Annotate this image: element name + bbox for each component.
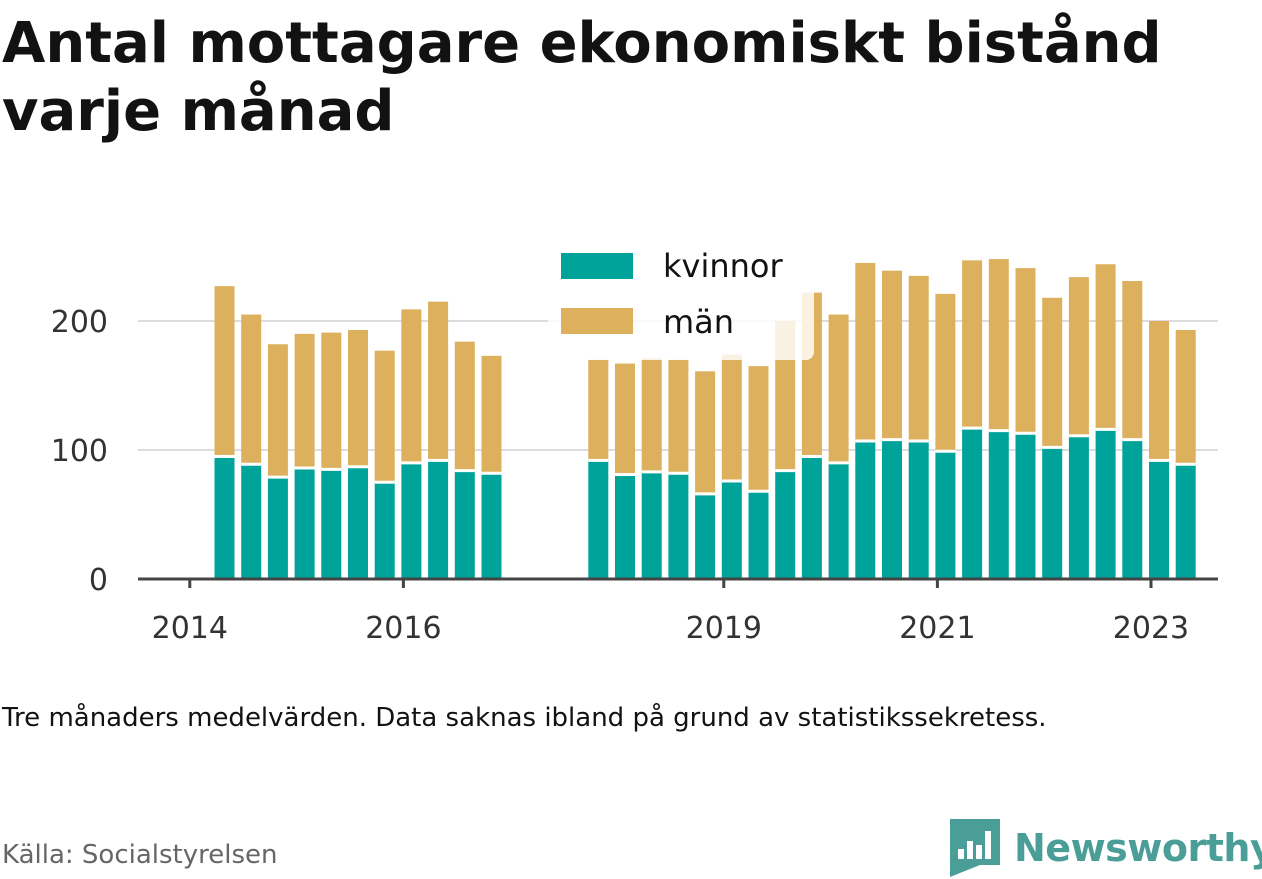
bar-man	[267, 344, 288, 478]
bar-man	[1042, 297, 1063, 448]
bar-kvinnor	[721, 480, 742, 579]
source-credit: Källa: Socialstyrelsen	[2, 840, 278, 870]
bar-kvinnor	[935, 451, 956, 579]
bar-man	[401, 309, 422, 463]
bar-man	[454, 341, 475, 471]
bar-kvinnor	[267, 477, 288, 579]
brand-logo: Newsworthy	[950, 818, 1262, 878]
bar-kvinnor	[962, 428, 983, 579]
bar-kvinnor	[615, 474, 635, 579]
bar-kvinnor	[1095, 429, 1116, 579]
bar-man	[588, 359, 609, 461]
bar-kvinnor	[348, 466, 368, 579]
bar-man	[641, 358, 662, 472]
bar-man	[668, 359, 689, 474]
legend-label-kvinnor: kvinnor	[663, 247, 784, 285]
x-tick-label: 2019	[686, 611, 762, 646]
bar-man	[1149, 321, 1169, 461]
bar-man	[908, 275, 929, 441]
y-tick-label: 200	[51, 305, 108, 340]
bar-man	[748, 366, 769, 492]
bar-kvinnor	[374, 482, 395, 579]
chart-note: Tre månaders medelvärden. Data saknas ib…	[2, 703, 1047, 733]
bar-man	[962, 260, 983, 429]
bar-kvinnor	[695, 493, 716, 579]
bar-man	[1175, 330, 1196, 465]
x-tick-label: 2021	[899, 611, 975, 646]
bars	[214, 259, 1196, 579]
x-tick-label: 2014	[152, 611, 228, 646]
bar-kvinnor	[214, 456, 235, 579]
bar-kvinnor	[668, 473, 689, 579]
bar-kvinnor	[908, 440, 929, 579]
bar-man	[321, 332, 342, 470]
x-axis: 2014 2016 2019 2021 2023	[138, 577, 1218, 646]
bar-kvinnor	[641, 471, 662, 579]
bar-kvinnor	[241, 464, 262, 579]
y-tick-label: 0	[89, 563, 108, 598]
bar-chart-logo-icon	[950, 819, 1000, 877]
bar-kvinnor	[801, 456, 822, 579]
bar-man	[882, 270, 902, 440]
bar-man	[294, 333, 315, 469]
x-tick-label: 2016	[365, 611, 441, 646]
bar-kvinnor	[481, 473, 502, 579]
bar-man	[1122, 281, 1143, 440]
bar-man	[214, 286, 235, 457]
bar-kvinnor	[588, 460, 609, 579]
legend-swatch-man	[561, 308, 633, 334]
legend: kvinnor män	[548, 238, 814, 360]
y-tick-label: 100	[51, 434, 108, 469]
bar-man	[1068, 277, 1089, 436]
bar-kvinnor	[775, 470, 796, 579]
bar-kvinnor	[748, 491, 769, 579]
bar-man	[721, 354, 742, 481]
bar-man	[855, 262, 876, 441]
bar-kvinnor	[828, 462, 849, 579]
bar-kvinnor	[1175, 464, 1196, 579]
stacked-bar-chart: 0 100 200 2014 2016 2019 2021 2023 kvinnor män	[50, 238, 1218, 646]
bar-kvinnor	[454, 470, 475, 579]
bar-man	[481, 355, 502, 474]
bar-kvinnor	[988, 430, 1009, 579]
bar-man	[348, 330, 368, 467]
bar-kvinnor	[882, 439, 902, 579]
bar-man	[1015, 268, 1036, 434]
bar-kvinnor	[294, 468, 315, 579]
bar-man	[428, 301, 449, 461]
bar-kvinnor	[1122, 439, 1143, 579]
bar-kvinnor	[1149, 460, 1169, 579]
bar-man	[935, 293, 956, 452]
legend-swatch-kvinnor	[561, 253, 633, 279]
bar-kvinnor	[428, 460, 449, 579]
legend-label-man: män	[663, 303, 734, 341]
bar-kvinnor	[401, 462, 422, 579]
bar-man	[615, 363, 635, 475]
bar-man	[988, 259, 1009, 431]
bar-kvinnor	[321, 469, 342, 579]
page-title: Antal mottagare ekonomiskt bistånd varje…	[2, 11, 1162, 144]
bar-kvinnor	[1068, 435, 1089, 579]
y-axis: 0 100 200	[51, 305, 108, 598]
x-tick-label: 2023	[1113, 611, 1189, 646]
bar-kvinnor	[1042, 447, 1063, 579]
brand-name: Newsworthy	[1014, 826, 1262, 870]
bar-man	[241, 314, 262, 465]
bar-man	[1095, 264, 1116, 430]
bar-man	[374, 350, 395, 483]
bar-man	[828, 314, 849, 463]
bar-kvinnor	[1015, 433, 1036, 579]
bar-man	[695, 371, 716, 494]
bar-kvinnor	[855, 440, 876, 579]
